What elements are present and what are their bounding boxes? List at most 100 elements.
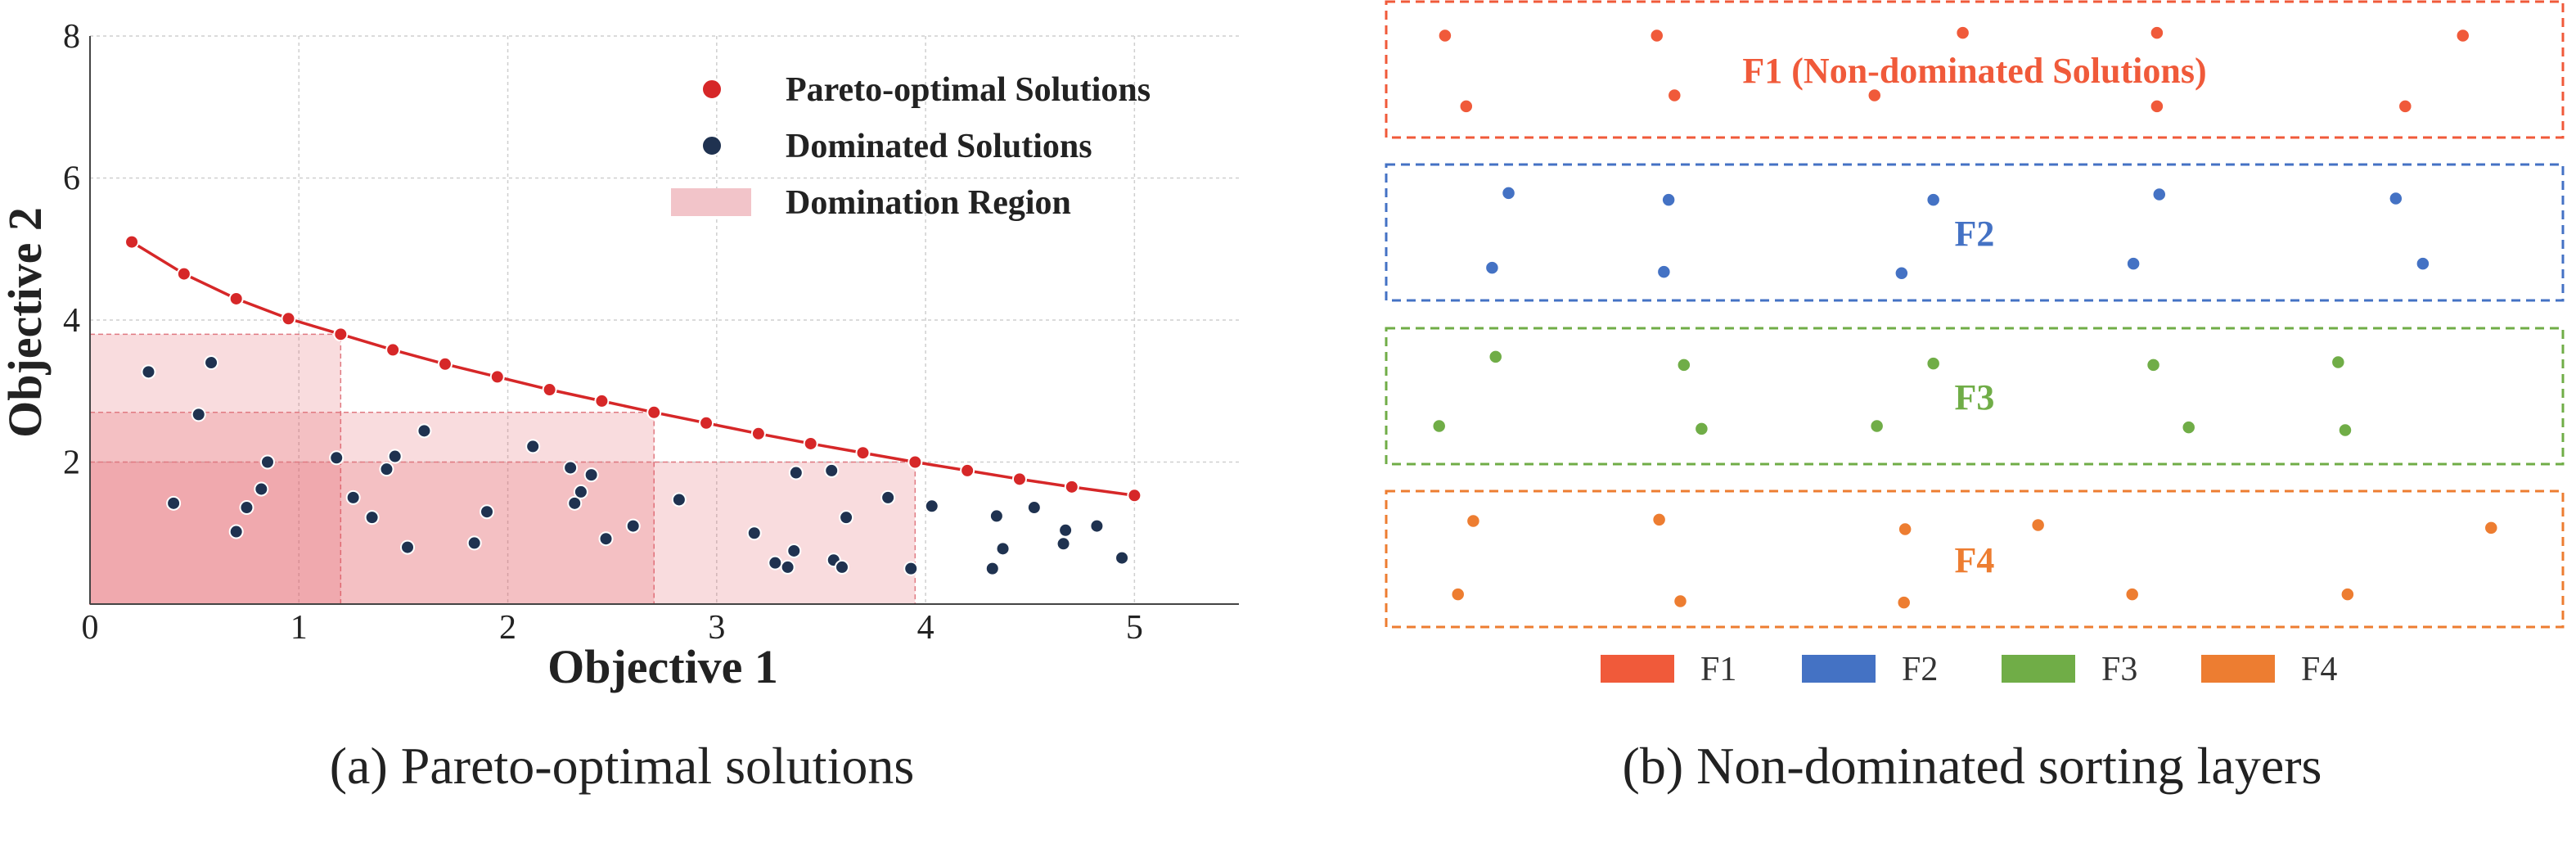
pareto-point <box>907 454 923 470</box>
layer-point <box>2146 358 2161 372</box>
layer-point <box>2389 191 2403 206</box>
layer-border <box>1385 327 2565 466</box>
layer-point <box>2416 256 2430 271</box>
legend-swatch <box>1601 655 1674 683</box>
dominated-point <box>1115 550 1130 566</box>
domination-regions <box>89 333 916 605</box>
pareto-point <box>855 445 871 461</box>
x-tick-label: 4 <box>917 609 934 647</box>
layer-point <box>1488 350 1503 364</box>
layer-label: F3 <box>1955 377 1995 417</box>
y-tick-label: 4 <box>63 302 80 340</box>
dominated-point <box>525 439 541 454</box>
legend-label: F4 <box>2301 651 2337 688</box>
dominated-point <box>329 450 345 466</box>
pareto-point <box>594 393 610 408</box>
pareto-point <box>228 291 244 306</box>
layer-border <box>1385 0 2565 139</box>
dominated-point <box>400 539 416 555</box>
layer-point <box>1667 88 1682 103</box>
layer-point <box>1438 28 1452 43</box>
legend-label: Pareto-optimal Solutions <box>786 71 1151 109</box>
panel-a: 0 1 2 3 4 5 2 4 6 8 Pareto-optimal Solutions Domin… <box>0 18 1239 795</box>
dominated-point <box>228 524 244 539</box>
panel-b: F1 (Non-dominated Solutions) F2 F3 F4 F1 F2 F… <box>1385 0 2565 795</box>
layer-point <box>1450 587 1466 602</box>
x-tick-label: 3 <box>708 609 725 647</box>
dominated-point <box>387 449 403 464</box>
dominated-point <box>984 561 1000 576</box>
pareto-point <box>803 435 818 451</box>
layer-box-f1: F1 (Non-dominated Solutions) <box>1385 0 2565 139</box>
layer-point <box>2340 587 2355 602</box>
x-tick-label: 5 <box>1126 609 1143 647</box>
dominated-point <box>1089 518 1105 534</box>
layer-label: F2 <box>1955 214 1995 254</box>
legend-label: Dominated Solutions <box>786 128 1092 165</box>
dominated-point <box>625 518 641 534</box>
layer-label: F4 <box>1955 540 1995 580</box>
layer-point <box>2150 99 2164 114</box>
domination-region <box>89 412 655 605</box>
domination-region <box>89 461 916 605</box>
legend-label: F2 <box>1902 651 1938 688</box>
dominated-point <box>166 495 182 511</box>
dominated-point <box>573 484 588 499</box>
dominated-point <box>204 355 219 371</box>
legend-swatch <box>1802 655 1876 683</box>
panel-a-legend: Pareto-optimal Solutions Dominated Soluti… <box>671 71 1151 222</box>
panel-a-tick-labels: 0 1 2 3 4 5 2 4 6 8 <box>63 18 1143 647</box>
dominated-point <box>903 561 919 576</box>
dominated-point <box>924 498 939 514</box>
layer-point <box>1894 266 1909 281</box>
dominated-series <box>141 355 1130 576</box>
y-tick-label: 8 <box>63 18 80 56</box>
dominated-point <box>880 489 896 505</box>
legend-marker <box>701 79 723 100</box>
layer-point <box>1867 88 1882 103</box>
pareto-point <box>385 342 401 358</box>
layer-box-f4: F4 <box>1385 489 2565 629</box>
pareto-point <box>1064 479 1079 494</box>
layer-point <box>2150 25 2164 40</box>
dominated-point <box>746 525 762 541</box>
layer-point <box>2484 521 2499 535</box>
dominated-point <box>259 454 275 470</box>
domination-region <box>89 333 342 605</box>
dominated-point <box>583 467 599 483</box>
pareto-point <box>437 356 453 372</box>
layer-point <box>2398 99 2413 114</box>
layer-boxes: F1 (Non-dominated Solutions) F2 F3 F4 <box>1385 0 2565 629</box>
dominated-point <box>780 559 795 575</box>
pareto-point <box>1127 488 1142 503</box>
x-tick-label: 2 <box>499 609 516 647</box>
panel-b-legend: F1 F2 F3 F4 <box>1601 651 2337 688</box>
dominated-point <box>788 465 804 480</box>
dominated-point <box>768 555 783 571</box>
dominated-point <box>834 559 849 575</box>
layer-point <box>1459 99 1474 114</box>
layer-point <box>2124 587 2140 602</box>
pareto-point <box>281 311 296 327</box>
layer-point <box>1955 25 1970 40</box>
legend-label: Domination Region <box>786 184 1071 222</box>
dominated-point <box>989 508 1004 524</box>
layer-point <box>1694 422 1709 436</box>
pareto-series <box>124 234 1142 503</box>
pareto-point <box>699 415 714 431</box>
layer-point <box>2338 422 2353 438</box>
dominated-point <box>417 423 432 439</box>
panel-a-axes <box>89 36 1239 605</box>
pareto-point <box>333 327 349 342</box>
y-axis-label: Objective 2 <box>0 207 52 438</box>
layer-point <box>1896 595 1912 610</box>
layer-box-f3: F3 <box>1385 327 2565 466</box>
pareto-point <box>489 369 505 385</box>
dominated-point <box>141 364 156 380</box>
dominated-point <box>786 543 802 558</box>
pareto-point <box>542 382 557 398</box>
layer-border <box>1385 489 2565 629</box>
legend-swatch <box>2002 655 2075 683</box>
pareto-point <box>960 462 975 478</box>
